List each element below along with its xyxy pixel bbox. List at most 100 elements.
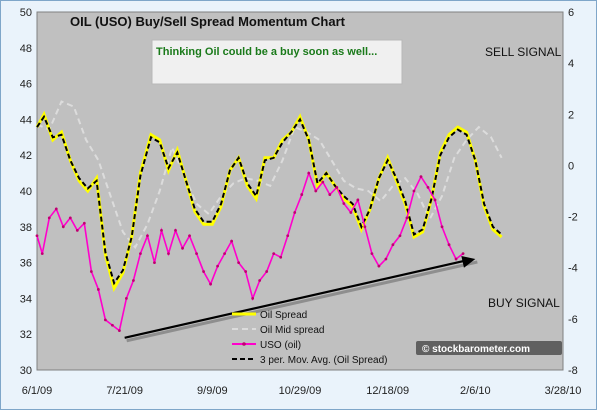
uso-point bbox=[370, 252, 374, 256]
uso-point bbox=[440, 225, 444, 229]
uso-point bbox=[202, 270, 205, 273]
uso-point bbox=[188, 234, 191, 238]
y-left-tick-label: 44 bbox=[20, 114, 32, 126]
uso-point bbox=[426, 186, 430, 189]
y-left-tick-label: 50 bbox=[20, 7, 32, 19]
uso-point bbox=[349, 211, 353, 214]
uso-point bbox=[209, 282, 212, 286]
uso-point bbox=[40, 252, 44, 256]
uso-point bbox=[244, 270, 248, 273]
uso-point bbox=[279, 255, 283, 259]
uso-point bbox=[167, 252, 170, 256]
x-axis: 6/1/09 7/21/09 9/9/09 10/29/09 12/18/09 2/6/1… bbox=[22, 385, 582, 397]
uso-point bbox=[419, 175, 423, 179]
uso-point bbox=[153, 261, 156, 264]
series-oil-mid-spread bbox=[36, 100, 503, 250]
uso-point bbox=[174, 228, 177, 232]
uso-point bbox=[139, 252, 142, 256]
y-right-tick-label: 6 bbox=[568, 7, 574, 19]
x-tick-label: 6/1/09 bbox=[22, 385, 53, 397]
y-right-tick-label: -6 bbox=[568, 314, 578, 326]
uso-point bbox=[230, 239, 234, 243]
uso-point bbox=[342, 202, 346, 205]
uso-point bbox=[454, 257, 458, 261]
trend-layer bbox=[124, 256, 478, 343]
legend-label: Oil Mid spread bbox=[260, 325, 324, 336]
uso-point bbox=[384, 257, 388, 261]
chart-title: OIL (USO) Buy/Sell Spread Momentum Chart bbox=[70, 14, 346, 29]
note-box bbox=[151, 39, 403, 85]
uso-point bbox=[68, 216, 72, 220]
y-left-tick-label: 46 bbox=[20, 79, 32, 91]
y-right-tick-label: -2 bbox=[568, 212, 578, 224]
watermark-bg bbox=[416, 341, 562, 355]
trend-arrow-head bbox=[461, 256, 476, 268]
uso-point bbox=[293, 211, 297, 214]
legend: Oil Spread Oil Mid spread USO (oil) 3 per. … bbox=[232, 310, 387, 366]
uso-point bbox=[363, 225, 367, 229]
uso-point bbox=[356, 198, 360, 202]
uso-point bbox=[335, 186, 339, 189]
x-tick-label: 7/21/09 bbox=[106, 385, 143, 397]
uso-point bbox=[391, 243, 395, 247]
uso-point bbox=[447, 243, 451, 247]
y-left-tick-label: 34 bbox=[20, 293, 32, 305]
y-axis-left: 30 32 34 36 38 40 42 44 46 48 50 bbox=[20, 7, 32, 377]
trend-arrow-shadow bbox=[126, 260, 478, 343]
y-right-tick-label: 2 bbox=[568, 109, 574, 121]
buy-signal-label: BUY SIGNAL bbox=[488, 296, 560, 310]
y-left-tick-label: 42 bbox=[20, 150, 32, 162]
uso-point bbox=[110, 323, 114, 327]
uso-point bbox=[300, 193, 304, 196]
uso-point bbox=[216, 264, 219, 268]
legend-label: USO (oil) bbox=[260, 340, 301, 351]
note-text: Thinking Oil could be a buy soon as well… bbox=[156, 46, 377, 58]
uso-point bbox=[377, 264, 381, 268]
uso-point bbox=[272, 252, 276, 256]
y-right-tick-label: -4 bbox=[568, 263, 578, 275]
y-left-tick-label: 48 bbox=[20, 43, 32, 55]
uso-point bbox=[160, 228, 163, 232]
uso-point bbox=[132, 279, 135, 282]
y-left-tick-label: 40 bbox=[20, 186, 32, 198]
uso-point bbox=[61, 225, 65, 229]
series-moving-average bbox=[36, 114, 503, 286]
y-left-tick-label: 38 bbox=[20, 222, 32, 234]
legend-label: 3 per. Mov. Avg. (Oil Spread) bbox=[260, 355, 387, 366]
uso-point bbox=[286, 234, 290, 238]
uso-point bbox=[82, 221, 86, 225]
uso-point bbox=[412, 189, 416, 193]
legend-label: Oil Spread bbox=[260, 310, 307, 321]
uso-point bbox=[35, 234, 39, 238]
uso-point bbox=[181, 246, 184, 250]
uso-point bbox=[237, 261, 241, 264]
x-tick-label: 9/9/09 bbox=[197, 385, 228, 397]
uso-point bbox=[75, 228, 79, 232]
series-layer bbox=[35, 100, 503, 333]
y-right-tick-label: -8 bbox=[568, 365, 578, 377]
uso-point bbox=[433, 198, 437, 202]
uso-point bbox=[118, 329, 121, 333]
uso-point bbox=[461, 252, 465, 256]
uso-point bbox=[251, 297, 255, 300]
uso-point bbox=[258, 279, 262, 282]
uso-point bbox=[89, 270, 93, 273]
sell-signal-label: SELL SIGNAL bbox=[485, 45, 562, 59]
uso-point bbox=[54, 207, 58, 211]
trend-arrow bbox=[124, 259, 468, 339]
uso-point bbox=[47, 216, 51, 220]
watermark: © stockbarometer.com bbox=[422, 344, 530, 355]
uso-point bbox=[398, 234, 402, 238]
y-left-tick-label: 36 bbox=[20, 258, 32, 270]
x-tick-label: 10/29/09 bbox=[279, 385, 322, 397]
x-tick-label: 12/18/09 bbox=[366, 385, 409, 397]
y-left-tick-label: 30 bbox=[20, 365, 32, 377]
series-uso bbox=[36, 170, 464, 332]
uso-point bbox=[195, 252, 198, 256]
uso-point bbox=[314, 189, 318, 193]
uso-point bbox=[103, 318, 107, 322]
x-tick-label: 2/6/10 bbox=[460, 385, 491, 397]
y-right-tick-label: 0 bbox=[568, 160, 574, 172]
uso-point bbox=[307, 171, 311, 175]
